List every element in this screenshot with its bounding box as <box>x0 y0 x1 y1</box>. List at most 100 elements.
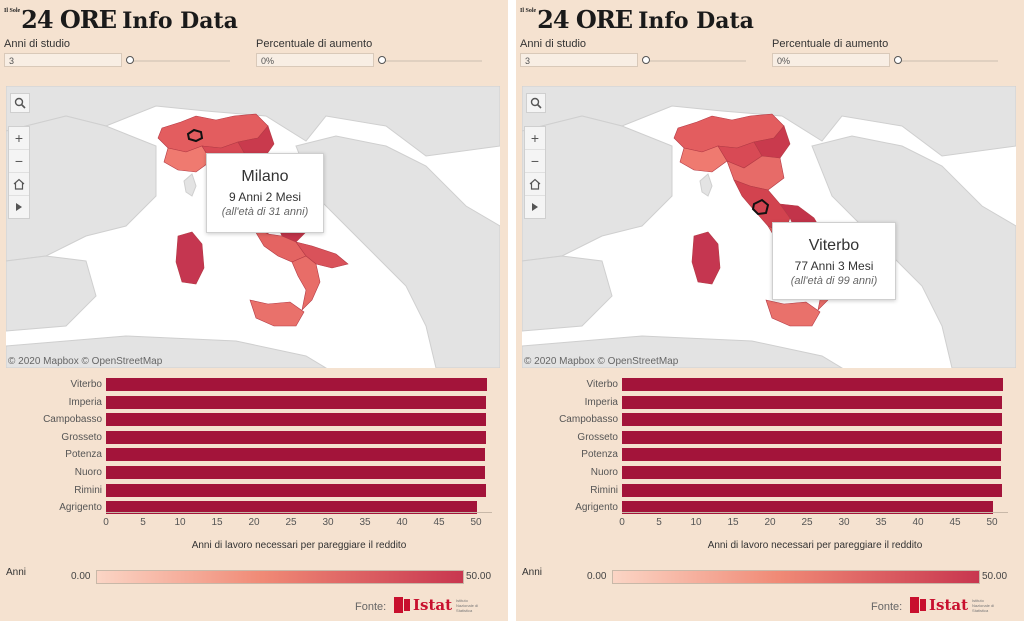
bar-label-potenza: Potenza <box>65 449 102 461</box>
bar-rimini[interactable] <box>106 483 487 497</box>
bar-nuoro[interactable] <box>622 466 1001 479</box>
anni-studio-input[interactable]: 3 <box>520 53 638 67</box>
panel-divider <box>508 0 516 621</box>
bar-campobasso[interactable] <box>622 413 1002 427</box>
province-region-1[interactable] <box>679 145 728 173</box>
percentuale-label: Percentuale di aumento <box>256 38 373 50</box>
spain-landmass <box>6 255 97 332</box>
x-tick-30: 30 <box>322 517 334 528</box>
legend-min: 0.00 <box>71 571 91 582</box>
istat-name: Istat <box>929 596 969 614</box>
bar-agrigento[interactable] <box>622 501 993 515</box>
anni-studio-slider-knob[interactable] <box>126 56 134 64</box>
percentuale-slider-knob[interactable] <box>378 56 386 64</box>
zoom-out-button[interactable]: − <box>9 150 29 173</box>
percentuale-input[interactable]: 0% <box>772 53 890 67</box>
bar-label-nuoro: Nuoro <box>590 467 618 478</box>
tooltip-city: Viterbo <box>808 237 860 254</box>
istat-name: Istat <box>413 596 453 614</box>
selected-province-outline[interactable] <box>751 198 770 216</box>
x-tick-35: 35 <box>359 517 371 528</box>
source-label: Fonte: <box>871 601 903 613</box>
province-region-9[interactable] <box>291 255 321 311</box>
x-tick-40: 40 <box>396 517 408 528</box>
search-icon <box>530 97 542 109</box>
percentuale-slider-knob[interactable] <box>894 56 902 64</box>
map-zoom-controls: + − <box>524 126 546 219</box>
map-attribution[interactable]: © 2020 Mapbox © OpenStreetMap <box>8 356 163 367</box>
expand-toolbar-button[interactable] <box>9 196 29 218</box>
percentuale-slider-track[interactable] <box>382 60 482 62</box>
x-tick-0: 0 <box>103 517 109 528</box>
map-search-button[interactable] <box>10 93 30 113</box>
bar-grosseto[interactable] <box>106 430 486 444</box>
logo-info-data: Info Data <box>638 8 754 34</box>
selected-province-outline[interactable] <box>186 128 204 143</box>
map-attribution[interactable]: © 2020 Mapbox © OpenStreetMap <box>524 356 679 367</box>
bar-nuoro[interactable] <box>106 466 485 479</box>
home-icon <box>529 178 541 190</box>
dashboard-panel-right: Il Sole 24 ORE Info Data Anni di studio … <box>516 0 1024 621</box>
bar-imperia[interactable] <box>622 395 1002 409</box>
expand-toolbar-button[interactable] <box>525 196 545 218</box>
map-zoom-controls: + − <box>8 126 30 219</box>
x-tick-40: 40 <box>912 517 924 528</box>
logo-small: Il Sole <box>4 8 21 14</box>
x-axis-title: Anni di lavoro necessari per pareggiare … <box>191 540 407 551</box>
legend-min: 0.00 <box>587 571 607 582</box>
x-tick-15: 15 <box>211 517 223 528</box>
zoom-in-button[interactable]: + <box>9 127 29 150</box>
bar-label-nuoro: Nuoro <box>74 467 102 478</box>
tooltip-city: Milano <box>241 168 289 185</box>
bar-potenza[interactable] <box>622 448 1001 462</box>
home-icon <box>13 178 25 190</box>
home-button[interactable] <box>9 173 29 196</box>
anni-studio-slider-knob[interactable] <box>642 56 650 64</box>
istat-mark-small <box>920 599 926 611</box>
source-label: Fonte: <box>355 601 387 613</box>
legend-max: 50.00 <box>466 571 492 582</box>
province-region-10[interactable] <box>249 299 305 327</box>
percentuale-input[interactable]: 0% <box>256 53 374 67</box>
zoom-in-button[interactable]: + <box>525 127 545 150</box>
x-tick-0: 0 <box>619 517 625 528</box>
province-region-11[interactable] <box>691 231 721 285</box>
map-tooltip: Milano 9 Anni 2 Mesi (all'età di 31 anni… <box>206 153 324 233</box>
percentuale-slider-track[interactable] <box>898 60 998 62</box>
tooltip-years: 77 Anni 3 Mesi <box>794 259 874 273</box>
anni-studio-input[interactable]: 3 <box>4 53 122 67</box>
balkans-landmass <box>295 135 500 368</box>
legend-max: 50.00 <box>982 571 1008 582</box>
anni-studio-slider-track[interactable] <box>130 60 230 62</box>
logo-small: Il Sole <box>520 8 537 14</box>
istat-mark <box>910 597 919 613</box>
x-tick-15: 15 <box>727 517 739 528</box>
bar-viterbo[interactable] <box>106 378 488 391</box>
bar-grosseto[interactable] <box>622 430 1002 444</box>
logo-info-data: Info Data <box>122 8 238 34</box>
home-button[interactable] <box>525 173 545 196</box>
province-region-10[interactable] <box>765 299 821 327</box>
bar-label-grosseto: Grosseto <box>61 431 102 443</box>
italy-map[interactable] <box>522 86 1016 368</box>
map-tooltip: Viterbo 77 Anni 3 Mesi (all'età di 99 an… <box>772 222 896 300</box>
bar-rimini[interactable] <box>622 483 1003 497</box>
bar-potenza[interactable] <box>106 448 485 462</box>
bar-label-agrigento: Agrigento <box>575 502 618 514</box>
bar-label-rimini: Rimini <box>590 484 618 496</box>
bar-agrigento[interactable] <box>106 501 477 515</box>
bar-campobasso[interactable] <box>106 413 486 427</box>
bar-viterbo[interactable] <box>622 378 1004 391</box>
x-axis-title: Anni di lavoro necessari per pareggiare … <box>707 540 923 551</box>
zoom-out-button[interactable]: − <box>525 150 545 173</box>
tooltip-years: 9 Anni 2 Mesi <box>228 190 302 204</box>
anni-studio-slider-track[interactable] <box>646 60 746 62</box>
x-tick-10: 10 <box>690 517 702 528</box>
x-tick-5: 5 <box>656 517 662 528</box>
map-search-button[interactable] <box>526 93 546 113</box>
province-region-1[interactable] <box>163 145 212 173</box>
province-region-11[interactable] <box>175 231 205 285</box>
bar-label-campobasso: Campobasso <box>43 414 102 426</box>
bar-label-agrigento: Agrigento <box>59 502 102 514</box>
bar-imperia[interactable] <box>106 395 486 409</box>
